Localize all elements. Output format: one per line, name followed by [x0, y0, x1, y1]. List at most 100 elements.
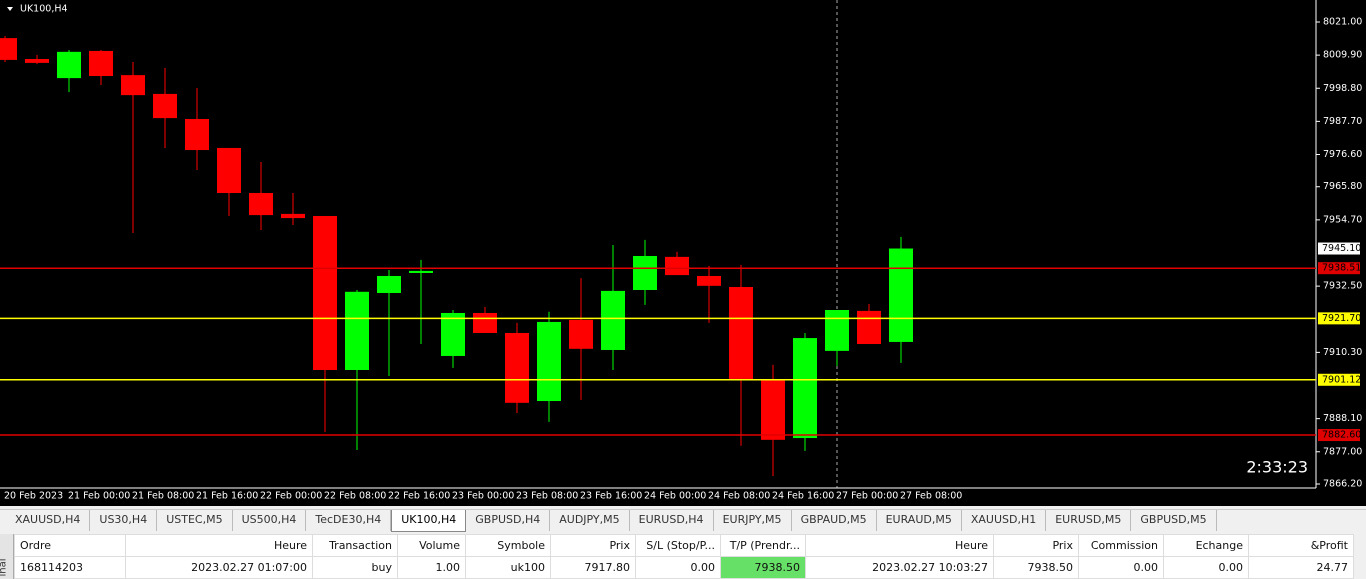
- chart-title: UK100,H4: [20, 4, 68, 15]
- x-tick-label: 24 Feb 16:00: [772, 491, 834, 502]
- candle-body: [665, 256, 689, 276]
- chart-tab[interactable]: TecDE30,H4: [306, 510, 392, 531]
- table-cell: 2023.02.27 10:03:27: [805, 556, 994, 579]
- price-line-label: 7901.12: [1322, 374, 1361, 385]
- column-header[interactable]: S/L (Stop/P...: [635, 534, 721, 557]
- column-header[interactable]: Heure: [805, 534, 994, 557]
- y-tick-label: 8021.00: [1323, 16, 1362, 27]
- price-line-tag: [1318, 312, 1360, 325]
- chart-tab[interactable]: GBPAUD,M5: [792, 510, 877, 531]
- candle-body: [121, 75, 145, 96]
- x-tick-label: 22 Feb 16:00: [388, 491, 450, 502]
- trade-row[interactable]: 168114203 2023.02.27 01:07:00 buy 1.00 uk100…: [14, 556, 1354, 579]
- y-tick-label: 7910.30: [1323, 347, 1362, 358]
- y-tick-label: 7976.60: [1323, 149, 1362, 160]
- chart-tab[interactable]: USTEC,M5: [157, 510, 233, 531]
- column-header[interactable]: Symbole: [465, 534, 551, 557]
- candle-body: [729, 287, 753, 379]
- x-tick-label: 20 Feb 2023: [4, 491, 63, 502]
- candle-body: [633, 255, 657, 291]
- y-tick-label: 7932.50: [1323, 281, 1362, 292]
- y-tick-label: 7888.10: [1323, 413, 1362, 424]
- column-header[interactable]: Heure: [125, 534, 313, 557]
- price-line-label: 7882.60: [1322, 430, 1361, 441]
- table-cell: 168114203: [14, 556, 126, 579]
- chart-tab[interactable]: XAUUSD,H4: [6, 510, 91, 531]
- chart-tab[interactable]: US500,H4: [233, 510, 307, 531]
- side-panel: inal: [0, 534, 14, 579]
- candle-body: [377, 275, 401, 293]
- column-header[interactable]: Prix: [550, 534, 636, 557]
- table-cell: 7938.50: [993, 556, 1079, 579]
- y-tick-label: 7998.80: [1323, 83, 1362, 94]
- candle-body: [761, 379, 785, 440]
- candle-body: [857, 310, 881, 345]
- table-cell: 2023.02.27 01:07:00: [125, 556, 313, 579]
- candle-body: [249, 193, 273, 216]
- menu-arrow[interactable]: [7, 7, 13, 11]
- price-line-tag: [1318, 262, 1360, 275]
- x-tick-label: 21 Feb 00:00: [68, 491, 130, 502]
- y-tick-label: 7987.70: [1323, 116, 1362, 127]
- candle-body: [0, 38, 17, 60]
- candle-body: [697, 275, 721, 286]
- x-tick-label: 22 Feb 00:00: [260, 491, 322, 502]
- price-line-tag: [1318, 429, 1360, 442]
- table-cell: 0.00: [1163, 556, 1249, 579]
- candle-body: [25, 59, 49, 63]
- price-line-label: 7938.51: [1322, 263, 1361, 274]
- x-tick-label: 24 Feb 08:00: [708, 491, 770, 502]
- candle-body: [217, 147, 241, 194]
- price-line-tag: [1318, 373, 1360, 386]
- column-header[interactable]: Ordre: [14, 534, 126, 557]
- candle-body: [89, 50, 113, 77]
- column-header[interactable]: T/P (Prendr...: [720, 534, 806, 557]
- candle-body: [569, 319, 593, 349]
- candle-body: [409, 270, 433, 273]
- candle-body: [825, 310, 849, 351]
- x-tick-label: 23 Feb 08:00: [516, 491, 578, 502]
- candle-body: [473, 312, 497, 333]
- chart-tab[interactable]: UK100,H4: [391, 510, 467, 532]
- chart-tab[interactable]: EURUSD,H4: [630, 510, 714, 531]
- chart-tab[interactable]: EURUSD,M5: [1046, 510, 1132, 531]
- candle-body: [345, 291, 369, 370]
- last-price-tag: [1318, 242, 1360, 255]
- table-cell: 0.00: [635, 556, 721, 579]
- chart-tab[interactable]: AUDJPY,M5: [550, 510, 630, 531]
- x-tick-label: 27 Feb 00:00: [836, 491, 898, 502]
- column-header[interactable]: &Profit: [1248, 534, 1354, 557]
- column-header[interactable]: Echange: [1163, 534, 1249, 557]
- chart-tab[interactable]: EURJPY,M5: [714, 510, 792, 531]
- candle-body: [505, 332, 529, 403]
- y-tick-label: 8009.90: [1323, 50, 1362, 61]
- x-tick-label: 21 Feb 16:00: [196, 491, 258, 502]
- column-header[interactable]: Transaction: [312, 534, 398, 557]
- y-tick-label: 7877.00: [1323, 446, 1362, 457]
- x-tick-label: 22 Feb 08:00: [324, 491, 386, 502]
- column-header[interactable]: Commission: [1078, 534, 1164, 557]
- chart-tab[interactable]: XAUUSD,H1: [962, 510, 1047, 531]
- chart-tab[interactable]: GBPUSD,M5: [1131, 510, 1217, 531]
- chart-tab[interactable]: GBPUSD,H4: [466, 510, 551, 531]
- column-header[interactable]: Volume: [397, 534, 466, 557]
- chart-tab[interactable]: EURAUD,M5: [877, 510, 962, 531]
- last-price-label: 7945.10: [1322, 243, 1361, 254]
- price-line-label: 7921.70: [1322, 313, 1361, 324]
- tab-bar: XAUUSD,H4 US30,H4 USTEC,M5 US500,H4 TecDE30,…: [0, 509, 1366, 532]
- x-tick-label: 21 Feb 08:00: [132, 491, 194, 502]
- candle-body: [281, 213, 305, 219]
- chart-tab[interactable]: US30,H4: [90, 510, 158, 531]
- table-cell: buy: [312, 556, 398, 579]
- table-cell: 0.00: [1078, 556, 1164, 579]
- candle-body: [57, 51, 81, 79]
- trade-table: Ordre Heure Transaction Volume Symbole Prix S/…: [14, 534, 1354, 579]
- candle-body: [313, 215, 337, 370]
- candle-body: [537, 321, 561, 402]
- candle-body: [153, 93, 177, 119]
- candle-body: [601, 290, 625, 350]
- chart: UK100,H4 2:33:23 8021.00 8009.90 7998.80 79…: [0, 0, 1366, 506]
- chart-background: [0, 0, 1366, 506]
- column-header[interactable]: Prix: [993, 534, 1079, 557]
